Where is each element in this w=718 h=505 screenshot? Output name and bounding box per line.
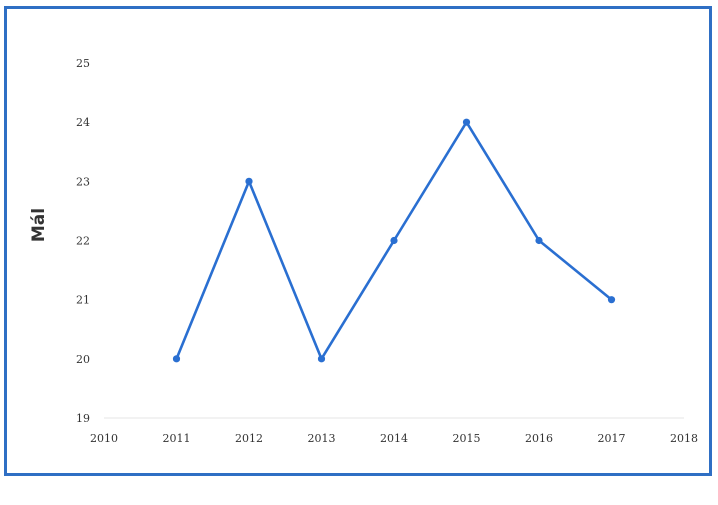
y-axis-label: Mál — [29, 208, 49, 242]
y-tick-label: 25 — [76, 57, 90, 70]
data-point — [245, 177, 253, 185]
y-axis-ticks: 19 20 21 22 23 24 25 — [76, 57, 90, 425]
x-axis-ticks: 2010 2011 2012 2013 2014 2015 2016 2017 2018 — [90, 432, 698, 445]
x-tick-label: 2017 — [598, 432, 626, 445]
y-tick-label: 24 — [76, 116, 90, 129]
x-tick-label: 2012 — [235, 432, 263, 445]
x-tick-label: 2016 — [525, 432, 553, 445]
x-tick-label: 2014 — [380, 432, 408, 445]
y-tick-label: 20 — [76, 353, 90, 366]
data-point — [535, 236, 543, 245]
data-point — [317, 355, 326, 363]
x-tick-label: 2011 — [163, 432, 191, 445]
y-tick-label: 23 — [76, 175, 90, 188]
x-tick-label: 2015 — [453, 432, 481, 445]
x-tick-label: 2013 — [308, 432, 336, 445]
x-tick-label: 2018 — [670, 432, 698, 445]
series-group — [172, 118, 616, 363]
chart-frame — [4, 6, 712, 476]
y-tick-label: 21 — [76, 294, 90, 307]
y-tick-label: 22 — [76, 235, 90, 248]
data-point — [607, 296, 616, 304]
y-tick-label: 19 — [76, 412, 90, 425]
data-point — [390, 236, 398, 245]
data-point — [172, 355, 181, 363]
data-point — [462, 118, 471, 126]
x-tick-label: 2010 — [90, 432, 118, 445]
